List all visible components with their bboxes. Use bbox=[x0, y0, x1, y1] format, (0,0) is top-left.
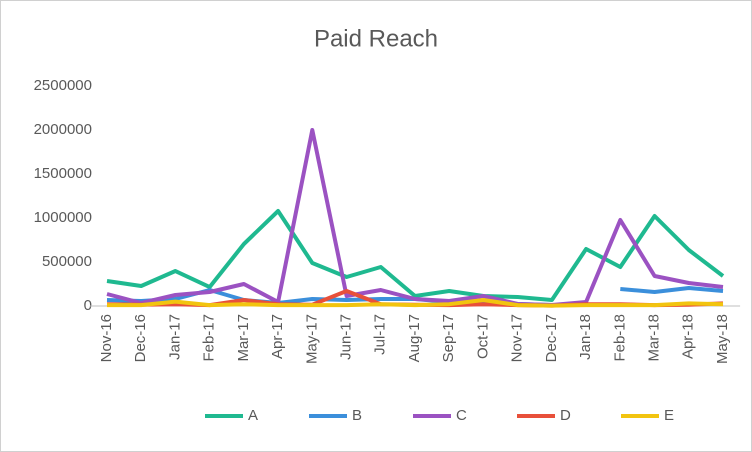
series-line bbox=[107, 298, 724, 308]
x-tick-label: Jan-17 bbox=[166, 314, 183, 360]
legend-label: E bbox=[664, 407, 674, 424]
y-tick-label: 1500000 bbox=[34, 165, 92, 182]
legend-label: D bbox=[560, 407, 571, 424]
x-tick-label: Feb-18 bbox=[611, 314, 628, 362]
legend-label: A bbox=[248, 407, 258, 424]
x-tick-label: Mar-18 bbox=[646, 314, 663, 362]
x-tick-label: Apr-18 bbox=[680, 314, 697, 359]
legend-label: B bbox=[352, 407, 362, 424]
y-tick-label: 500000 bbox=[42, 253, 92, 270]
x-tick-label: Nov-16 bbox=[98, 314, 115, 362]
x-tick-label: May-17 bbox=[303, 314, 320, 364]
x-tick-label: Mar-17 bbox=[235, 314, 252, 362]
x-tick-label: Jan-18 bbox=[577, 314, 594, 360]
y-tick-label: 2000000 bbox=[34, 121, 92, 138]
x-tick-label: Dec-16 bbox=[132, 314, 149, 362]
series-line bbox=[106, 209, 725, 302]
x-tick-label: Apr-17 bbox=[269, 314, 286, 359]
y-tick-label: 1000000 bbox=[34, 209, 92, 226]
x-tick-label: Nov-17 bbox=[509, 314, 526, 362]
x-tick-label: Aug-17 bbox=[406, 314, 423, 362]
x-tick-label: Jun-17 bbox=[338, 314, 355, 360]
legend-label: C bbox=[456, 407, 467, 424]
y-tick-label: 0 bbox=[84, 297, 92, 314]
x-tick-label: Sep-17 bbox=[440, 314, 457, 362]
x-tick-label: Oct-17 bbox=[474, 314, 491, 359]
x-tick-label: Jul-17 bbox=[372, 314, 389, 355]
y-tick-label: 2500000 bbox=[34, 77, 92, 94]
chart-title: Paid Reach bbox=[314, 25, 438, 52]
series-line bbox=[106, 128, 724, 307]
x-tick-label: Feb-17 bbox=[201, 314, 218, 362]
x-tick-label: May-18 bbox=[714, 314, 731, 364]
x-tick-label: Dec-17 bbox=[543, 314, 560, 362]
